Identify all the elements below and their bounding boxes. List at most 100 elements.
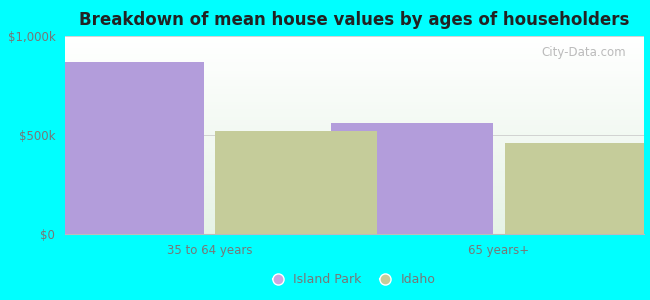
- Bar: [65, 44, 644, 46]
- Bar: [65, 232, 644, 234]
- Bar: [65, 120, 644, 122]
- Bar: [65, 181, 644, 183]
- Bar: [65, 85, 644, 87]
- Bar: [65, 201, 644, 203]
- Bar: [65, 38, 644, 39]
- Bar: [65, 74, 644, 76]
- Bar: [65, 36, 644, 38]
- Bar: [65, 62, 644, 64]
- Bar: [65, 70, 644, 72]
- Bar: [65, 132, 644, 133]
- Bar: [65, 191, 644, 193]
- Bar: [65, 199, 644, 201]
- Bar: [65, 39, 644, 41]
- Bar: [65, 66, 644, 68]
- Bar: [65, 221, 644, 223]
- Bar: [65, 56, 644, 57]
- Bar: [65, 196, 644, 198]
- Bar: [65, 214, 644, 216]
- Bar: [65, 218, 644, 219]
- Bar: [65, 147, 644, 148]
- Bar: [65, 224, 644, 226]
- Bar: [65, 124, 644, 125]
- Bar: [65, 117, 644, 118]
- Bar: [65, 113, 644, 115]
- Bar: [65, 76, 644, 77]
- Bar: [65, 178, 644, 179]
- Bar: [65, 193, 644, 194]
- Bar: [65, 163, 644, 165]
- Bar: [65, 94, 644, 95]
- Bar: [65, 175, 644, 176]
- Bar: [65, 51, 644, 52]
- Bar: [504, 143, 650, 234]
- Text: City-Data.com: City-Data.com: [541, 46, 626, 59]
- Bar: [65, 145, 644, 147]
- Bar: [65, 155, 644, 157]
- Bar: [65, 47, 644, 49]
- Bar: [65, 59, 644, 61]
- Bar: [65, 143, 644, 145]
- Bar: [65, 176, 644, 178]
- Bar: [65, 72, 644, 74]
- Bar: [65, 128, 644, 130]
- Bar: [65, 49, 644, 51]
- Bar: [65, 61, 644, 62]
- Bar: [65, 99, 644, 100]
- Bar: [65, 95, 644, 97]
- Bar: [65, 112, 644, 113]
- Bar: [65, 97, 644, 99]
- Bar: [331, 123, 493, 234]
- Bar: [65, 168, 644, 170]
- Bar: [65, 231, 644, 232]
- Bar: [65, 104, 644, 105]
- Title: Breakdown of mean house values by ages of householders: Breakdown of mean house values by ages o…: [79, 11, 629, 29]
- Bar: [65, 137, 644, 138]
- Bar: [65, 140, 644, 142]
- Bar: [65, 171, 644, 173]
- Bar: [65, 166, 644, 168]
- Bar: [65, 165, 644, 166]
- Bar: [65, 173, 644, 175]
- Bar: [65, 79, 644, 80]
- Bar: [65, 54, 644, 56]
- Bar: [65, 170, 644, 171]
- Bar: [65, 160, 644, 161]
- Bar: [65, 118, 644, 120]
- Bar: [65, 206, 644, 208]
- Bar: [65, 226, 644, 227]
- Bar: [65, 198, 644, 200]
- Bar: [65, 46, 644, 47]
- Bar: [65, 223, 644, 224]
- Bar: [65, 122, 644, 124]
- Bar: [65, 216, 644, 218]
- Bar: [65, 203, 644, 204]
- Bar: [65, 179, 644, 181]
- Bar: [65, 100, 644, 102]
- Bar: [65, 188, 644, 190]
- Bar: [65, 138, 644, 140]
- Bar: [65, 229, 644, 231]
- Bar: [65, 150, 644, 152]
- Bar: [65, 67, 644, 69]
- Bar: [65, 208, 644, 209]
- Bar: [65, 204, 644, 206]
- Bar: [42, 62, 204, 234]
- Bar: [65, 133, 644, 135]
- Legend: Island Park, Idaho: Island Park, Idaho: [268, 268, 440, 291]
- Bar: [65, 157, 644, 158]
- Bar: [65, 211, 644, 212]
- Bar: [65, 227, 644, 229]
- Bar: [65, 219, 644, 221]
- Bar: [65, 58, 644, 59]
- Bar: [65, 43, 644, 44]
- Bar: [65, 184, 644, 186]
- Bar: [65, 109, 644, 110]
- Bar: [65, 142, 644, 143]
- Bar: [65, 152, 644, 153]
- Bar: [65, 183, 644, 184]
- Bar: [65, 92, 644, 94]
- Bar: [65, 194, 644, 196]
- Bar: [65, 107, 644, 109]
- Bar: [65, 186, 644, 188]
